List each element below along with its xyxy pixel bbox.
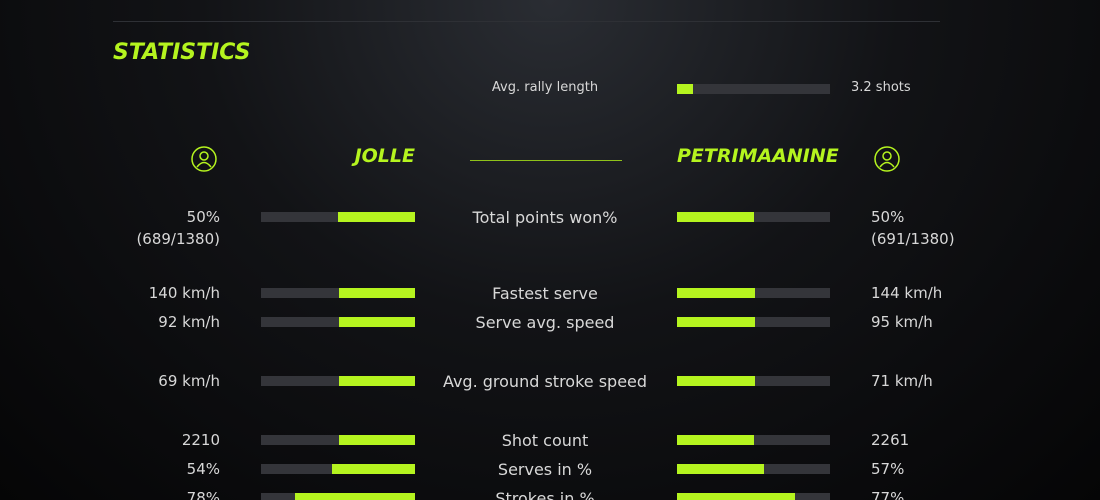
stat-label: Avg. ground stroke speed <box>442 372 648 391</box>
right-track <box>677 435 830 445</box>
left-track <box>261 317 415 327</box>
right-track <box>677 317 830 327</box>
left-track <box>261 288 415 298</box>
left-value: 140 km/h <box>148 284 220 302</box>
right-track <box>677 376 830 386</box>
right-track <box>677 288 830 298</box>
right-bar <box>677 464 765 474</box>
rally-value: 3.2 shots <box>851 80 911 95</box>
right-bar <box>677 493 795 500</box>
left-value: 50% <box>186 208 220 226</box>
player-left: JOLLE <box>354 145 415 167</box>
rally-bar <box>677 84 693 94</box>
right-track <box>677 464 830 474</box>
right-value: 57% <box>871 460 905 478</box>
left-track <box>261 493 415 500</box>
rally-track <box>677 84 830 94</box>
right-detail: (691/1380) <box>871 230 955 248</box>
right-bar <box>677 376 755 386</box>
left-track <box>261 212 415 222</box>
left-track <box>261 435 415 445</box>
left-value: 2210 <box>181 431 220 449</box>
left-detail: (689/1380) <box>136 230 220 248</box>
right-value: 95 km/h <box>871 313 933 331</box>
right-bar <box>677 435 755 445</box>
stat-label: Serve avg. speed <box>475 313 615 332</box>
stat-label: Total points won% <box>472 208 618 227</box>
left-bar <box>331 464 415 474</box>
right-value: 77% <box>871 489 905 500</box>
title: STATISTICS <box>113 40 251 65</box>
right-bar <box>677 212 754 222</box>
right-value: 50% <box>871 208 905 226</box>
stat-label: Shot count <box>501 431 589 450</box>
right-bar <box>677 317 755 327</box>
right-value: 144 km/h <box>871 284 943 302</box>
left-value: 54% <box>186 460 220 478</box>
left-bar <box>294 493 415 500</box>
player-icon <box>874 146 900 172</box>
stat-label: Strokes in % <box>495 489 595 500</box>
right-track <box>677 212 830 222</box>
separator <box>470 160 622 161</box>
player-right: PETRIMAANINE <box>677 145 839 167</box>
left-bar <box>339 317 415 327</box>
right-value: 71 km/h <box>871 372 933 390</box>
left-value: 69 km/h <box>158 372 220 390</box>
stat-label: Fastest serve <box>492 284 598 303</box>
right-value: 2261 <box>871 431 910 449</box>
right-track <box>677 493 830 500</box>
divider <box>113 21 940 22</box>
rally-label: Avg. rally length <box>491 80 599 95</box>
left-value: 92 km/h <box>158 313 220 331</box>
stat-label: Serves in % <box>497 460 593 479</box>
right-bar <box>677 288 755 298</box>
left-bar <box>339 288 415 298</box>
player-icon <box>191 146 217 172</box>
left-track <box>261 376 415 386</box>
left-bar <box>339 376 415 386</box>
left-bar <box>338 435 415 445</box>
left-track <box>261 464 415 474</box>
left-value: 78% <box>186 489 220 500</box>
left-bar <box>338 212 415 222</box>
